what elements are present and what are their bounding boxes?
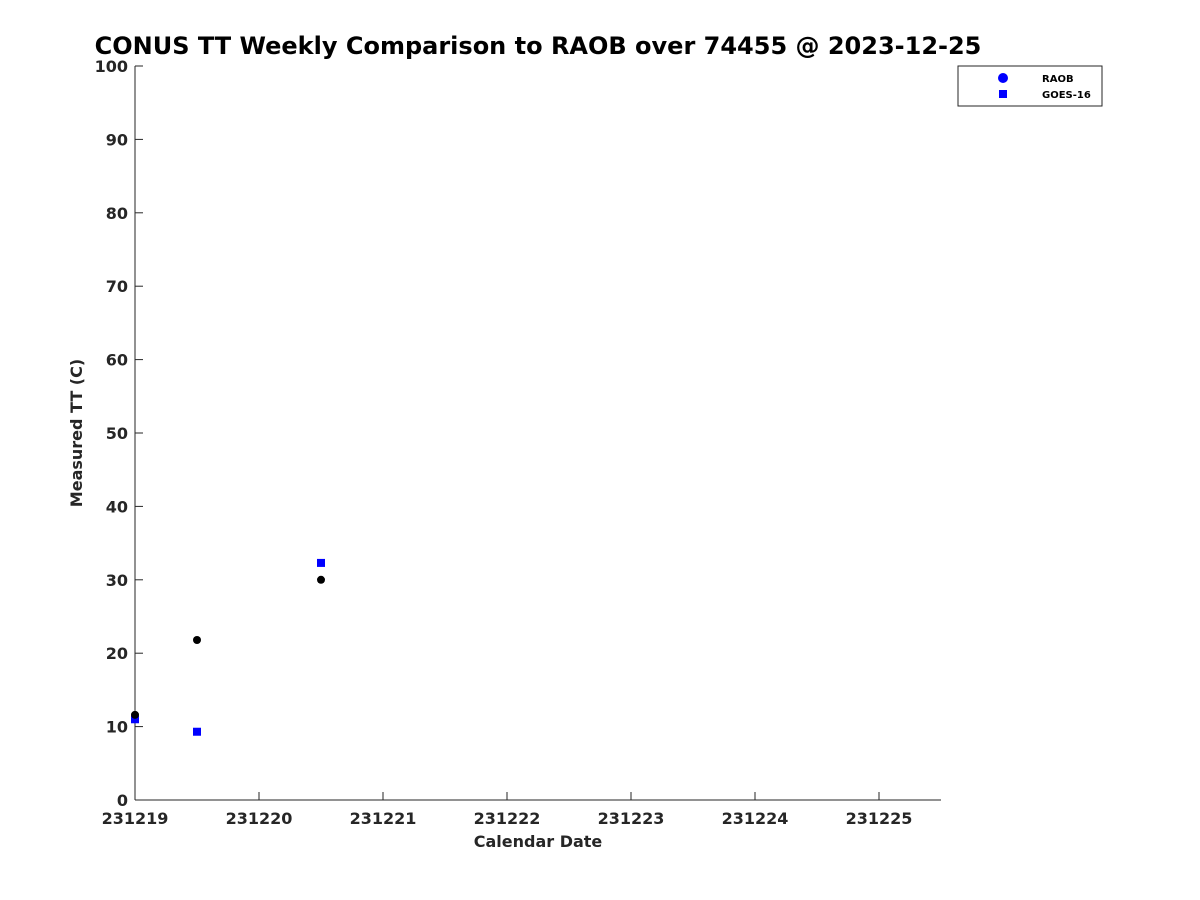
legend-marker-goes-16 <box>999 90 1007 98</box>
legend-marker-raob <box>998 73 1008 83</box>
y-tick-label: 30 <box>106 571 128 590</box>
legend-box <box>957 65 1103 107</box>
x-tick-label: 231220 <box>226 809 293 828</box>
x-tick-label: 231222 <box>474 809 541 828</box>
x-tick-label: 231219 <box>102 809 169 828</box>
y-tick-label: 40 <box>106 497 128 516</box>
x-tick-label: 231223 <box>598 809 665 828</box>
x-tick-label: 231221 <box>350 809 417 828</box>
data-points <box>131 558 325 736</box>
raob-point <box>193 635 201 644</box>
y-tick-label: 70 <box>106 277 128 296</box>
x-tick-label: 231224 <box>722 809 789 828</box>
y-tick-label: 50 <box>106 424 128 443</box>
legend: RAOB GOES-16 <box>957 65 1103 107</box>
chart-title: CONUS TT Weekly Comparison to RAOB over … <box>95 32 982 60</box>
goes-16-point <box>317 558 325 567</box>
axes <box>134 66 941 801</box>
x-axis-label: Calendar Date <box>474 832 603 851</box>
y-axis-label: Measured TT (C) <box>67 359 86 507</box>
raob-point <box>131 710 139 719</box>
y-tick-label: 80 <box>106 204 128 223</box>
legend-label-raob: RAOB <box>1042 74 1074 85</box>
y-tick-label: 0 <box>117 791 128 810</box>
y-tick-label: 20 <box>106 644 128 663</box>
legend-label-goes-16: GOES-16 <box>1042 90 1091 101</box>
y-tick-label: 90 <box>106 130 128 149</box>
y-tick-label: 100 <box>95 57 128 76</box>
x-tick-label: 231225 <box>846 809 913 828</box>
goes-16-point <box>131 715 139 724</box>
raob-point <box>317 575 325 584</box>
goes-16-point <box>193 727 201 736</box>
x-ticks: 231219 231220 231221 231222 231223 231224 2312… <box>102 792 913 828</box>
y-tick-label: 10 <box>106 718 128 737</box>
y-ticks: 0 10 20 30 40 50 60 70 80 90 100 <box>95 57 143 810</box>
y-tick-label: 60 <box>106 351 128 370</box>
